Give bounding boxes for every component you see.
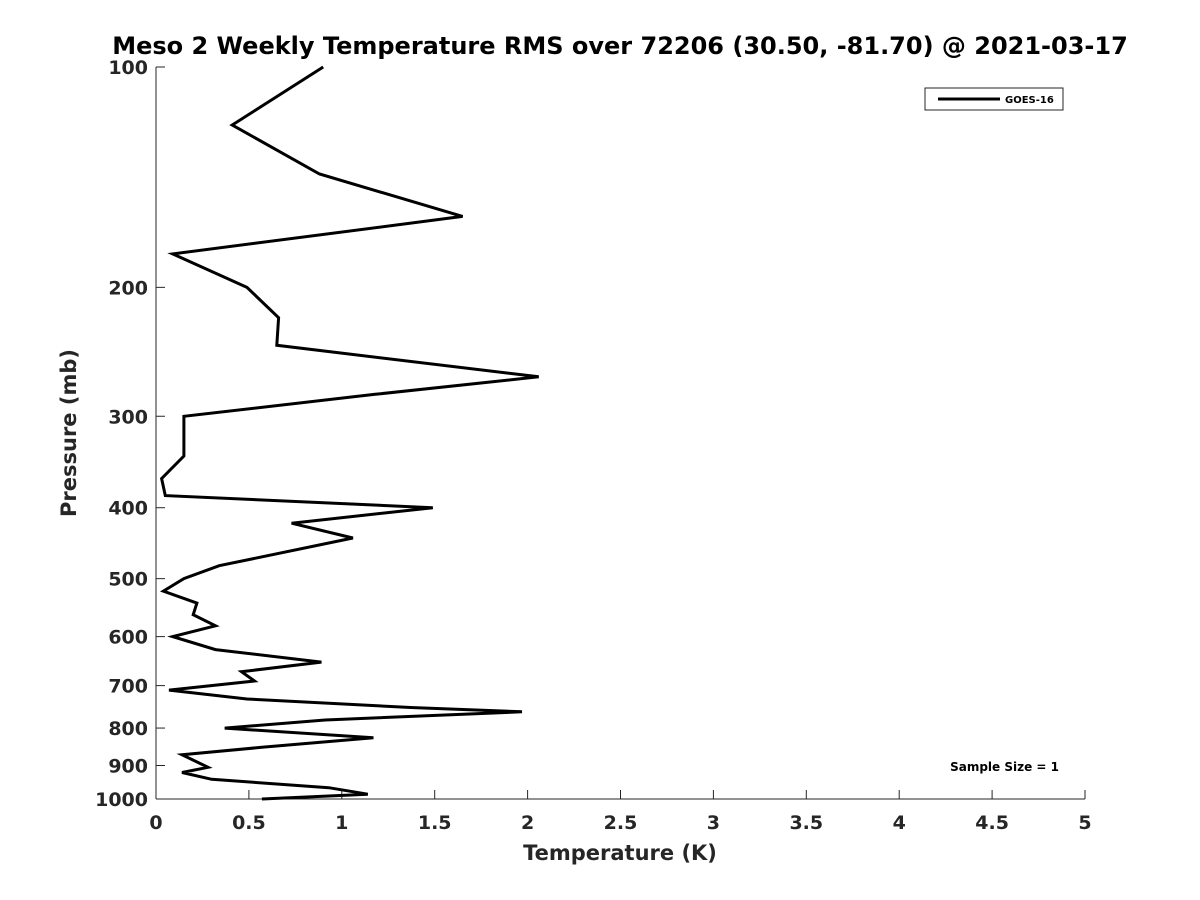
x-tick-label: 5 (1078, 812, 1091, 834)
y-tick-label: 600 (108, 627, 148, 649)
y-tick-label: 400 (108, 498, 148, 520)
x-tick-label: 3 (707, 812, 720, 834)
legend-label-goes-16: GOES-16 (1005, 95, 1054, 106)
x-tick-label: 4.5 (975, 812, 1009, 834)
y-tick-label: 900 (108, 756, 148, 778)
x-tick-label: 4 (893, 812, 906, 834)
x-tick-label: 1 (335, 812, 348, 834)
x-tick-label: 3.5 (789, 812, 823, 834)
y-tick-label: 700 (108, 676, 148, 698)
plot-area (155, 67, 1085, 800)
y-tick-label: 300 (108, 406, 148, 428)
sample-size-annotation: Sample Size = 1 (950, 760, 1059, 774)
legend: GOES-16 (924, 87, 1064, 111)
x-tick-label: 2.5 (604, 812, 638, 834)
y-tick-label: 1000 (95, 789, 148, 811)
x-ticks: 0 0.5 1 1.5 2 2.5 3 3.5 4 4.5 5 (149, 790, 1092, 834)
x-tick-label: 0 (149, 812, 162, 834)
y-ticks: 100 200 300 400 500 600 700 800 900 1000 (95, 57, 165, 811)
x-axis-label: Temperature (K) (523, 841, 717, 865)
y-axis-label: Pressure (mb) (57, 349, 81, 517)
x-tick-label: 1.5 (418, 812, 452, 834)
series-layer (159, 65, 539, 801)
y-tick-label: 200 (108, 277, 148, 299)
series-line-goes-16 (159, 65, 539, 801)
chart-title: Meso 2 Weekly Temperature RMS over 72206… (112, 32, 1128, 60)
x-tick-label: 0.5 (232, 812, 266, 834)
y-tick-label: 100 (108, 57, 148, 79)
y-tick-label: 800 (108, 718, 148, 740)
y-tick-label: 500 (108, 569, 148, 591)
x-tick-label: 2 (521, 812, 534, 834)
